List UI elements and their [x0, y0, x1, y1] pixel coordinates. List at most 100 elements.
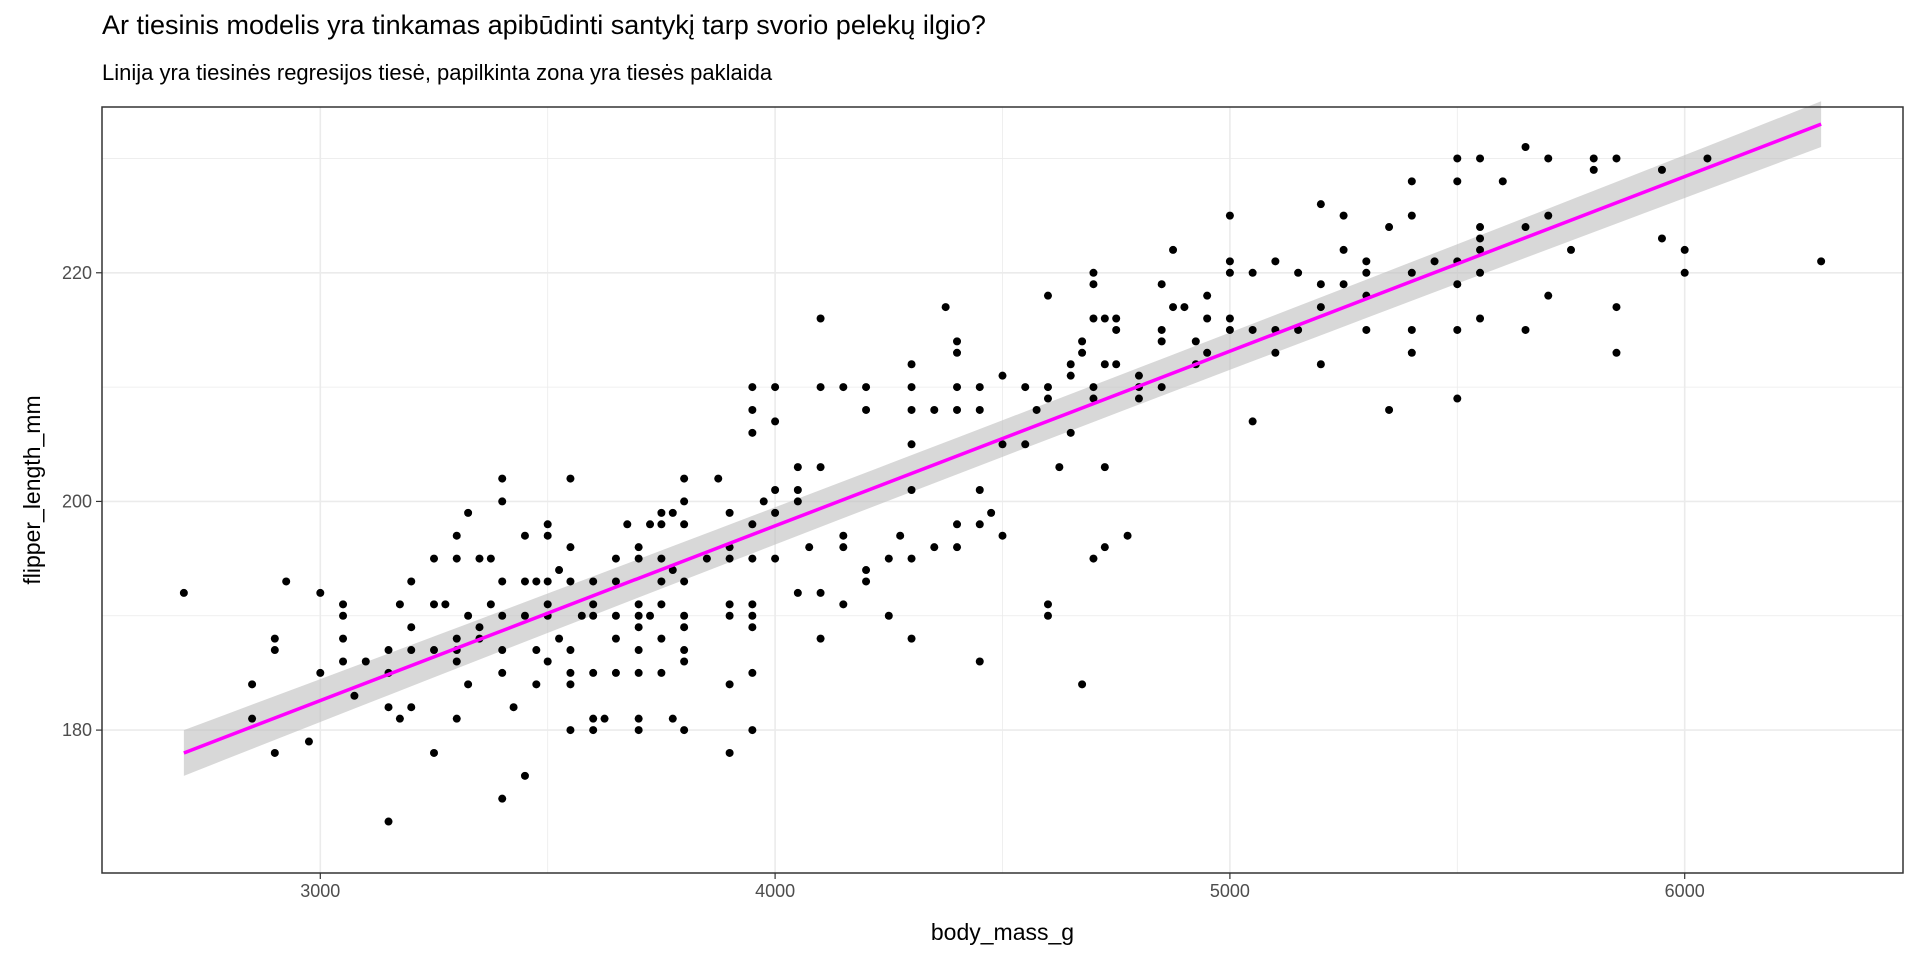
data-point: [543, 657, 552, 666]
data-point: [862, 577, 871, 586]
data-point: [975, 657, 984, 666]
data-point: [725, 611, 734, 620]
data-point: [452, 634, 461, 643]
x-tick-label: 6000: [1665, 881, 1705, 901]
data-point: [623, 520, 632, 529]
x-tick-label: 5000: [1210, 881, 1250, 901]
data-point: [725, 748, 734, 757]
data-point: [975, 405, 984, 414]
data-point: [452, 554, 461, 563]
data-point: [509, 703, 518, 712]
data-point: [668, 566, 677, 575]
data-point: [339, 657, 348, 666]
data-point: [1021, 383, 1030, 392]
data-point: [748, 600, 757, 609]
data-point: [1453, 394, 1462, 403]
data-point: [680, 623, 689, 632]
data-point: [907, 486, 916, 494]
data-point: [1453, 177, 1462, 186]
data-point: [634, 600, 643, 609]
data-point: [498, 611, 507, 620]
data-point: [1271, 257, 1280, 266]
data-point: [270, 634, 279, 643]
data-point: [862, 383, 871, 392]
data-point: [1248, 325, 1257, 334]
data-point: [520, 577, 529, 586]
data-point: [316, 668, 325, 677]
data-point: [304, 737, 313, 746]
data-point: [634, 668, 643, 677]
data-point: [611, 577, 620, 586]
data-point: [634, 623, 643, 632]
data-point: [543, 577, 552, 586]
data-point: [1112, 360, 1121, 369]
data-point: [1521, 143, 1530, 152]
data-point: [1100, 360, 1109, 369]
x-tick-label: 4000: [755, 881, 795, 901]
data-point: [566, 680, 575, 689]
data-point: [771, 508, 780, 517]
data-point: [839, 543, 848, 552]
data-point: [339, 600, 348, 609]
data-point: [748, 726, 757, 735]
regression-line-group: [183, 122, 1822, 755]
data-point: [1817, 257, 1826, 266]
data-point: [486, 600, 495, 609]
data-point: [907, 440, 916, 449]
data-point: [907, 405, 916, 414]
y-tick-label: 220: [62, 263, 92, 283]
y-axis-title: flipper_length_mm: [19, 395, 45, 584]
data-point: [1612, 154, 1621, 163]
data-point: [566, 543, 575, 552]
data-point: [987, 508, 996, 517]
data-point: [1566, 245, 1575, 254]
data-point: [1089, 554, 1098, 563]
data-point: [1089, 268, 1098, 277]
data-point: [430, 600, 439, 609]
data-point: [407, 577, 416, 586]
data-point: [1407, 348, 1416, 357]
data-point: [953, 383, 962, 392]
data-point: [1544, 211, 1553, 220]
data-point: [1385, 405, 1394, 414]
data-point: [998, 371, 1007, 380]
data-point: [657, 668, 666, 677]
data-point: [350, 691, 359, 700]
data-point: [555, 566, 564, 575]
data-point: [1191, 337, 1200, 346]
data-point: [1043, 600, 1052, 609]
data-point: [1089, 314, 1098, 323]
data-point: [680, 474, 689, 483]
data-point: [452, 714, 461, 723]
data-point: [589, 714, 598, 723]
data-point: [953, 348, 962, 357]
data-point: [1521, 223, 1530, 232]
data-point: [1225, 314, 1234, 323]
data-point: [577, 611, 586, 620]
data-point: [1225, 211, 1234, 220]
data-point: [793, 497, 802, 506]
data-point: [1316, 360, 1325, 369]
data-point: [1100, 543, 1109, 552]
data-point: [748, 611, 757, 620]
data-point: [395, 600, 404, 609]
data-point: [1453, 154, 1462, 163]
data-point: [430, 646, 439, 655]
data-point: [816, 588, 825, 597]
data-point: [589, 611, 598, 620]
data-point: [1407, 325, 1416, 334]
data-point: [725, 554, 734, 563]
data-point: [520, 531, 529, 540]
data-point: [1032, 405, 1041, 414]
data-point: [1203, 291, 1212, 300]
data-point: [759, 497, 768, 506]
data-point: [1657, 165, 1666, 174]
data-point: [1112, 325, 1121, 334]
data-point: [441, 600, 450, 609]
data-point: [611, 668, 620, 677]
x-tick-label: 3000: [300, 881, 340, 901]
data-point: [975, 383, 984, 392]
data-point: [862, 566, 871, 575]
data-point: [657, 520, 666, 529]
